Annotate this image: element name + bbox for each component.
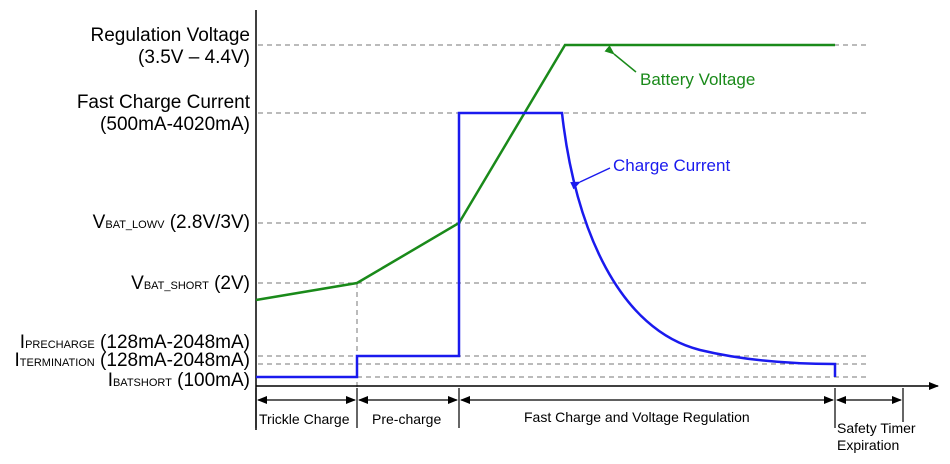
label-vbat-lowv: VBAT_LOWV (2.8V/3V)	[92, 212, 250, 233]
phase-label-safety: Safety Timer Expiration	[837, 420, 916, 454]
phase-label-trickle: Trickle Charge	[259, 411, 350, 427]
charge-current-arrow	[570, 167, 611, 190]
charge-current-label: Charge Current	[613, 156, 731, 175]
battery-voltage-arrow	[604, 45, 637, 73]
label-fast-charge-current: Fast Charge Current (500mA-4020mA)	[76, 92, 250, 135]
label-ibatshort: IBATSHORT (100mA)	[107, 370, 250, 391]
label-itermination: ITERMINATION (128mA-2048mA)	[14, 350, 250, 371]
charge-current-curve	[256, 111, 837, 379]
phase-label-safety-line1: Safety Timer	[837, 420, 916, 436]
phase-label-fast: Fast Charge and Voltage Regulation	[524, 409, 750, 425]
phase-label-precharge: Pre-charge	[372, 411, 442, 427]
label-iprecharge: IPRECHARGE (128mA-2048mA)	[19, 332, 250, 353]
label-vbat-short: VBAT_SHORT (2V)	[131, 273, 250, 294]
battery-voltage-label: Battery Voltage	[640, 70, 756, 89]
label-regulation-voltage: Regulation Voltage (3.5V – 4.4V)	[90, 25, 250, 68]
phase-label-safety-line2: Expiration	[837, 437, 900, 453]
